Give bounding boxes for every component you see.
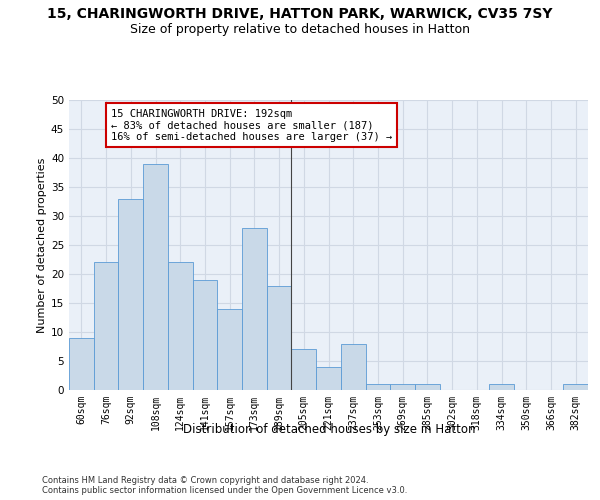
Text: 15, CHARINGWORTH DRIVE, HATTON PARK, WARWICK, CV35 7SY: 15, CHARINGWORTH DRIVE, HATTON PARK, WAR… xyxy=(47,8,553,22)
Text: Distribution of detached houses by size in Hatton: Distribution of detached houses by size … xyxy=(182,422,475,436)
Bar xyxy=(69,338,94,390)
Bar xyxy=(415,384,440,390)
Bar xyxy=(193,280,217,390)
Bar xyxy=(316,367,341,390)
Bar xyxy=(563,384,588,390)
Text: 15 CHARINGWORTH DRIVE: 192sqm
← 83% of detached houses are smaller (187)
16% of : 15 CHARINGWORTH DRIVE: 192sqm ← 83% of d… xyxy=(111,108,392,142)
Bar xyxy=(267,286,292,390)
Bar xyxy=(341,344,365,390)
Bar xyxy=(242,228,267,390)
Bar xyxy=(168,262,193,390)
Bar xyxy=(390,384,415,390)
Bar xyxy=(94,262,118,390)
Bar xyxy=(143,164,168,390)
Text: Size of property relative to detached houses in Hatton: Size of property relative to detached ho… xyxy=(130,22,470,36)
Bar xyxy=(217,309,242,390)
Bar xyxy=(489,384,514,390)
Bar xyxy=(292,350,316,390)
Text: Contains public sector information licensed under the Open Government Licence v3: Contains public sector information licen… xyxy=(42,486,407,495)
Bar xyxy=(118,198,143,390)
Y-axis label: Number of detached properties: Number of detached properties xyxy=(37,158,47,332)
Bar xyxy=(365,384,390,390)
Text: Contains HM Land Registry data © Crown copyright and database right 2024.: Contains HM Land Registry data © Crown c… xyxy=(42,476,368,485)
